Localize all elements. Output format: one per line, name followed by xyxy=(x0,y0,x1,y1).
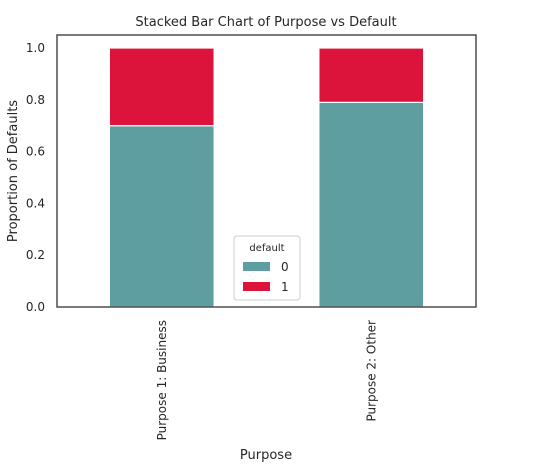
legend-swatch-1 xyxy=(243,282,270,291)
bar-segment-default-1-cat-2 xyxy=(318,47,425,103)
y-tick-label-2: 0.4 xyxy=(26,196,45,210)
legend-label-0: 0 xyxy=(281,260,289,274)
x-tick-label-2: Purpose 2: Other xyxy=(364,320,378,422)
plot-frame xyxy=(56,34,477,308)
x-axis-label: Purpose xyxy=(240,448,292,463)
bar-segment-default-0-cat-1 xyxy=(108,125,215,308)
bar-segment-default-1-cat-1 xyxy=(108,47,215,127)
legend: default 0 1 xyxy=(233,235,301,301)
y-tick-label-5: 1.0 xyxy=(26,41,45,55)
legend-label-1: 1 xyxy=(281,280,289,294)
y-tick-label-1: 0.2 xyxy=(26,248,45,262)
y-tick-label-3: 0.6 xyxy=(26,145,45,159)
legend-swatch-0 xyxy=(243,262,270,271)
chart-title: Stacked Bar Chart of Purpose vs Default xyxy=(135,15,396,30)
y-tick-label-0: 0.0 xyxy=(26,300,45,314)
x-tick-label-1: Purpose 1: Business xyxy=(155,320,169,440)
legend-title: default xyxy=(249,243,284,254)
bar-segment-default-0-cat-2 xyxy=(318,101,425,308)
y-tick-label-4: 0.8 xyxy=(26,93,45,107)
y-axis-label: Proportion of Defaults xyxy=(6,100,21,242)
